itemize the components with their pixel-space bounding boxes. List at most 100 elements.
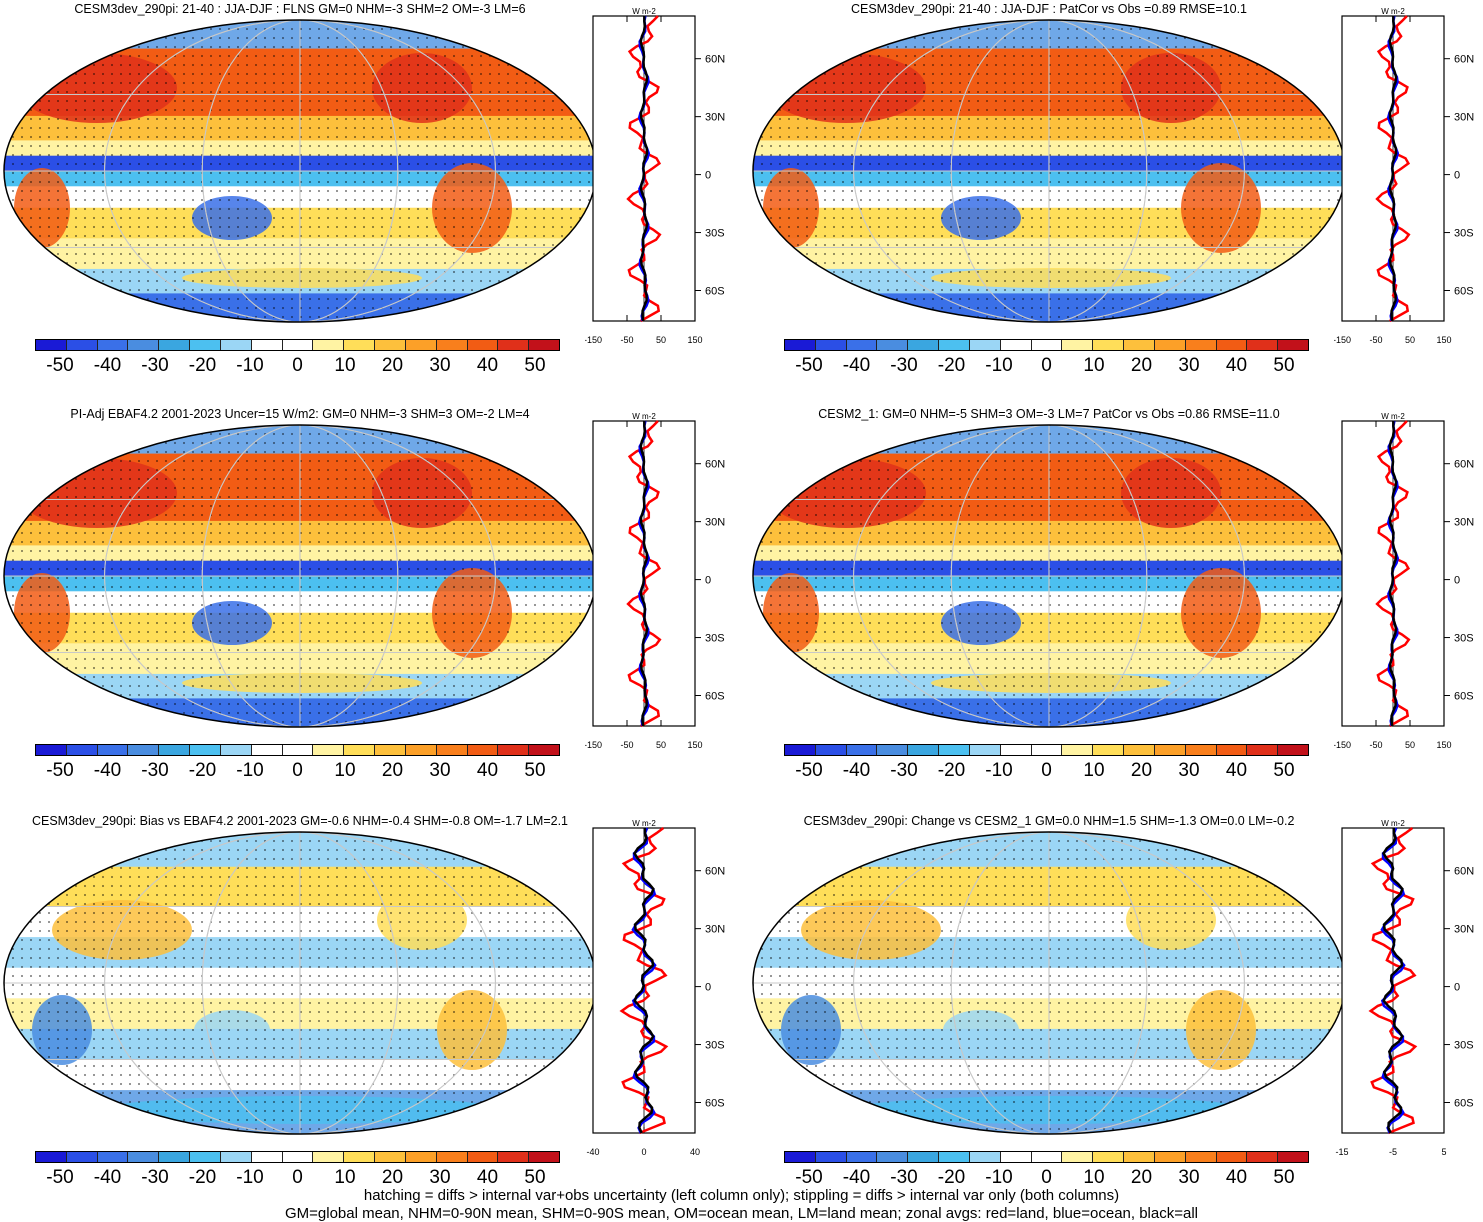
- zonal-lat-label: 30N: [1454, 112, 1474, 124]
- colorbar-swatch: [374, 745, 405, 755]
- zonal-x-tick-label: 150: [1436, 335, 1451, 345]
- zonal-lat-label: 60N: [1454, 54, 1474, 66]
- colorbar-swatch: [1246, 1152, 1277, 1162]
- colorbar-label: 20: [382, 1167, 403, 1189]
- zonal-lat-label: 0: [1454, 170, 1460, 182]
- colorbar-label: 50: [1273, 1167, 1294, 1189]
- zonal-x-tick-label: -50: [1369, 335, 1382, 345]
- colorbar-label: -40: [94, 760, 121, 782]
- colorbar-label: 0: [1041, 760, 1052, 782]
- zonal-unit: W m-2: [1381, 413, 1405, 421]
- colorbar-label: -50: [795, 760, 822, 782]
- colorbar-label: -10: [236, 1167, 263, 1189]
- zonal-x-tick-label: -150: [1334, 335, 1351, 345]
- map-panel: CESM3dev_290pi: 21-40 : JJA-DJF : PatCor…: [749, 0, 1483, 407]
- colorbar-swatch: [36, 745, 66, 755]
- colorbar-swatch: [312, 1152, 343, 1162]
- colorbar-label: 10: [334, 1167, 355, 1189]
- zonal-lat-label: 60S: [1454, 1098, 1474, 1110]
- colorbar-swatch: [1031, 340, 1062, 350]
- colorbar: [784, 1151, 1309, 1163]
- colorbar-swatch: [97, 745, 128, 755]
- colorbar-swatch: [158, 1152, 189, 1162]
- map-panel: PI-Adj EBAF4.2 2001-2023 Uncer=15 W/m2: …: [0, 405, 741, 812]
- colorbar-swatch: [1246, 340, 1277, 350]
- colorbar-label: -50: [46, 760, 73, 782]
- colorbar-swatch: [312, 340, 343, 350]
- colorbar-swatch: [1277, 745, 1308, 755]
- colorbar-label: -10: [985, 1167, 1012, 1189]
- colorbar-label: 20: [382, 355, 403, 377]
- zonal-lat-label: 60N: [1454, 866, 1474, 878]
- colorbar-label: -50: [46, 355, 73, 377]
- zonal-lat-label: 30S: [705, 1040, 725, 1052]
- colorbar-label: 0: [292, 1167, 303, 1189]
- panel-title: CESM3dev_290pi: 21-40 : JJA-DJF : FLNS G…: [0, 2, 600, 16]
- zonal-x-tick-label: 5: [1441, 1147, 1446, 1157]
- zonal-lat-label: 0: [705, 575, 711, 587]
- colorbar-label: -50: [46, 1167, 73, 1189]
- colorbar-swatch: [785, 340, 815, 350]
- colorbar-swatch: [436, 745, 467, 755]
- colorbar-label: 20: [1131, 355, 1152, 377]
- colorbar-label: 30: [1178, 355, 1199, 377]
- colorbar-swatch: [467, 340, 498, 350]
- colorbar-swatch: [251, 340, 282, 350]
- zonal-x-tick-label: 150: [1436, 740, 1451, 750]
- zonal-lat-label: 60N: [705, 459, 725, 471]
- map-panel: CESM3dev_290pi: 21-40 : JJA-DJF : FLNS G…: [0, 0, 741, 407]
- colorbar-label: -20: [189, 1167, 216, 1189]
- world-map: [751, 423, 1347, 729]
- colorbar-label: -40: [843, 760, 870, 782]
- colorbar-swatch: [1277, 340, 1308, 350]
- panel-title: CESM3dev_290pi: 21-40 : JJA-DJF : PatCor…: [749, 2, 1349, 16]
- panel-title: CESM3dev_290pi: Bias vs EBAF4.2 2001-202…: [0, 814, 600, 828]
- colorbar-swatch: [36, 1152, 66, 1162]
- colorbar-swatch: [97, 1152, 128, 1162]
- colorbar-swatch: [1092, 1152, 1123, 1162]
- colorbar-swatch: [158, 745, 189, 755]
- colorbar-swatch: [969, 340, 1000, 350]
- colorbar-swatch: [436, 340, 467, 350]
- colorbar-label: -20: [938, 355, 965, 377]
- world-map: [2, 18, 598, 324]
- colorbar-swatch: [127, 745, 158, 755]
- zonal-x-tick-label: 50: [1405, 740, 1415, 750]
- zonal-lat-label: 60S: [705, 1098, 725, 1110]
- colorbar-swatch: [1216, 340, 1247, 350]
- colorbar-swatch: [846, 745, 877, 755]
- colorbar-swatch: [938, 340, 969, 350]
- footer-note-hatching: hatching = diffs > internal var+obs unce…: [0, 1187, 1483, 1204]
- zonal-lat-label: 60N: [1454, 459, 1474, 471]
- zonal-unit: W m-2: [1381, 8, 1405, 16]
- colorbar-swatch: [467, 745, 498, 755]
- colorbar-swatch: [1123, 745, 1154, 755]
- colorbar-swatch: [1061, 340, 1092, 350]
- colorbar-swatch: [1061, 1152, 1092, 1162]
- colorbar-swatch: [1185, 340, 1216, 350]
- colorbar-swatch: [876, 745, 907, 755]
- world-map: [751, 18, 1347, 324]
- colorbar-swatch: [127, 1152, 158, 1162]
- world-map: [2, 423, 598, 729]
- colorbar-swatch: [528, 1152, 559, 1162]
- colorbar-swatch: [907, 1152, 938, 1162]
- colorbar-swatch: [374, 340, 405, 350]
- zonal-x-tick-label: 50: [656, 740, 666, 750]
- colorbar-swatch: [938, 1152, 969, 1162]
- colorbar: [784, 339, 1309, 351]
- colorbar-swatch: [436, 1152, 467, 1162]
- colorbar-swatch: [66, 340, 97, 350]
- colorbar-label: 50: [524, 760, 545, 782]
- colorbar-swatch: [405, 1152, 436, 1162]
- colorbar-label: 10: [334, 760, 355, 782]
- colorbar-swatch: [1154, 340, 1185, 350]
- colorbar-swatch: [220, 340, 251, 350]
- colorbar-swatch: [405, 745, 436, 755]
- zonal-x-tick-label: -50: [1369, 740, 1382, 750]
- colorbar-swatch: [969, 1152, 1000, 1162]
- colorbar-label: 30: [1178, 1167, 1199, 1189]
